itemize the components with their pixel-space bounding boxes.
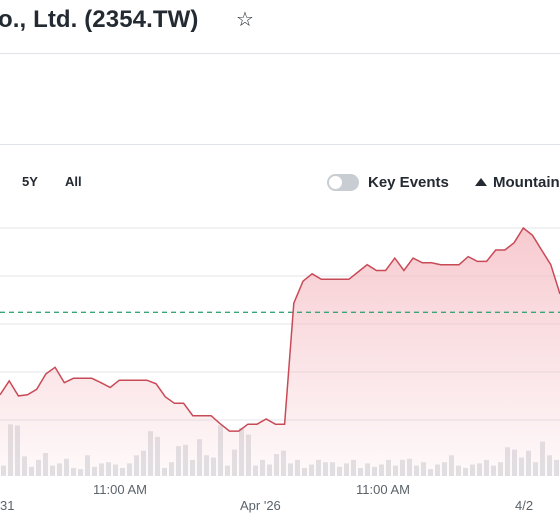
price-line — [0, 226, 560, 432]
x-tick-label: 11:00 AM — [93, 482, 147, 497]
key-events-toggle[interactable] — [327, 174, 359, 191]
header-divider — [0, 53, 560, 54]
range-5y-button[interactable]: 5Y — [22, 174, 38, 189]
chart-type-button[interactable]: Mountain — [475, 174, 560, 191]
range-all-button[interactable]: All — [65, 174, 82, 189]
key-events-label: Key Events — [368, 174, 449, 191]
toolbar-divider — [0, 144, 560, 145]
x-tick-label: 4/2 — [515, 498, 533, 513]
mountain-icon — [475, 178, 487, 186]
toggle-knob — [329, 176, 342, 189]
page-title: o., Ltd. (2354.TW) — [0, 6, 199, 33]
x-tick-label: 31 — [0, 498, 14, 513]
x-tick-label: 11:00 AM — [356, 482, 410, 497]
price-area — [0, 228, 560, 476]
x-tick-label: Apr '26 — [240, 498, 281, 513]
price-points — [0, 227, 560, 432]
star-outline-icon[interactable]: ☆ — [236, 9, 254, 31]
chart-type-label: Mountain — [493, 174, 560, 191]
